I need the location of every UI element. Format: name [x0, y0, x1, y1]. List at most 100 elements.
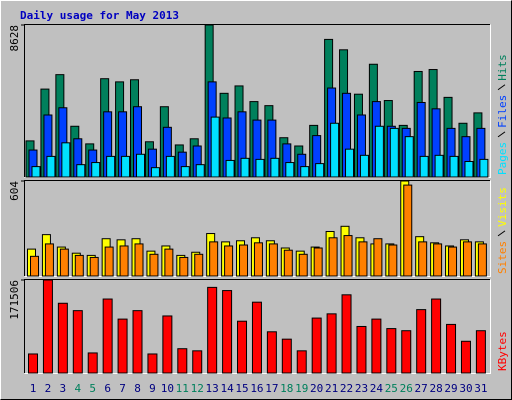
bar: [222, 290, 233, 374]
bar: [255, 158, 265, 178]
bar: [165, 155, 175, 178]
x-tick-label: 4: [74, 382, 81, 395]
x-tick-label: 22: [340, 382, 353, 395]
bar: [300, 166, 310, 178]
bar: [132, 310, 143, 374]
bar: [374, 125, 384, 178]
bar: [251, 301, 262, 374]
bar: [31, 166, 41, 178]
x-tick-label: 30: [459, 382, 472, 395]
bar: [311, 317, 322, 374]
bar: [296, 350, 307, 374]
bar: [330, 122, 340, 178]
x-tick-label: 29: [444, 382, 457, 395]
bar: [91, 162, 101, 178]
bar: [239, 244, 249, 277]
panel-light-edge: [24, 279, 491, 374]
x-tick-label: 1: [30, 382, 37, 395]
x-tick-label: 27: [415, 382, 428, 395]
bar: [373, 238, 383, 277]
bar: [416, 309, 427, 374]
legend-label: Files: [496, 95, 509, 128]
bar: [87, 352, 98, 374]
bar: [134, 243, 144, 277]
bar: [210, 116, 220, 178]
bar: [179, 256, 189, 277]
bar: [345, 148, 355, 178]
bar: [371, 318, 382, 374]
bar: [448, 246, 458, 277]
bar: [162, 315, 173, 374]
bar: [283, 249, 293, 277]
bar: [479, 158, 489, 178]
x-tick-label: 8: [134, 382, 141, 395]
bar: [42, 279, 53, 374]
x-tick-label: 24: [370, 382, 384, 395]
bar: [57, 302, 68, 374]
bar: [328, 237, 338, 277]
chart-title: Daily usage for May 2013: [20, 9, 179, 22]
bar: [404, 136, 414, 178]
bar: [462, 241, 472, 277]
legend-separator: [497, 131, 506, 138]
bar: [136, 153, 146, 178]
x-tick-label: 18: [280, 382, 293, 395]
x-tick-label: 14: [220, 382, 234, 395]
y-tick-label: 8628: [8, 25, 21, 52]
bar: [298, 253, 308, 277]
y-tick-label: 604: [8, 181, 21, 201]
bar: [475, 330, 486, 374]
bar: [315, 163, 325, 178]
x-tick-label: 20: [310, 382, 323, 395]
x-tick-label: 31: [474, 382, 487, 395]
bar: [281, 338, 292, 374]
bar: [270, 157, 280, 178]
bar: [117, 318, 128, 374]
bar: [313, 247, 323, 277]
bar: [446, 323, 457, 374]
bar: [194, 253, 204, 277]
legend-label: Sites: [496, 241, 509, 274]
bar: [177, 348, 188, 374]
bar: [268, 243, 278, 277]
bar: [74, 254, 84, 277]
bar: [449, 155, 459, 178]
bar: [419, 155, 429, 178]
bar: [72, 310, 83, 374]
bar: [106, 155, 116, 178]
bar: [240, 157, 250, 178]
bar: [388, 244, 398, 277]
bar: [356, 325, 367, 374]
legend-label: Pages: [496, 142, 509, 175]
x-tick-label: 13: [206, 382, 219, 395]
bar: [431, 298, 442, 374]
bar: [460, 340, 471, 374]
legend-label: Visits: [496, 187, 509, 227]
bar: [224, 245, 234, 277]
bar: [266, 331, 277, 374]
bar: [164, 248, 174, 277]
x-tick-label: 26: [400, 382, 413, 395]
bar: [253, 242, 263, 277]
bar: [147, 353, 158, 374]
bar: [401, 330, 412, 374]
bar: [358, 241, 368, 277]
y-tick-label: 171506: [8, 280, 21, 320]
bar: [150, 167, 160, 178]
bar: [389, 127, 399, 178]
bar: [403, 184, 413, 277]
bar: [102, 298, 113, 374]
bar: [386, 328, 397, 374]
x-tick-label: 16: [250, 382, 263, 395]
bar: [61, 142, 71, 178]
bar: [359, 154, 369, 178]
x-tick-label: 23: [355, 382, 368, 395]
bar: [104, 246, 114, 277]
x-tick-label: 21: [325, 382, 338, 395]
legend-separator: [497, 84, 506, 91]
bar: [180, 166, 190, 178]
bar: [225, 159, 235, 178]
x-tick-label: 9: [149, 382, 156, 395]
